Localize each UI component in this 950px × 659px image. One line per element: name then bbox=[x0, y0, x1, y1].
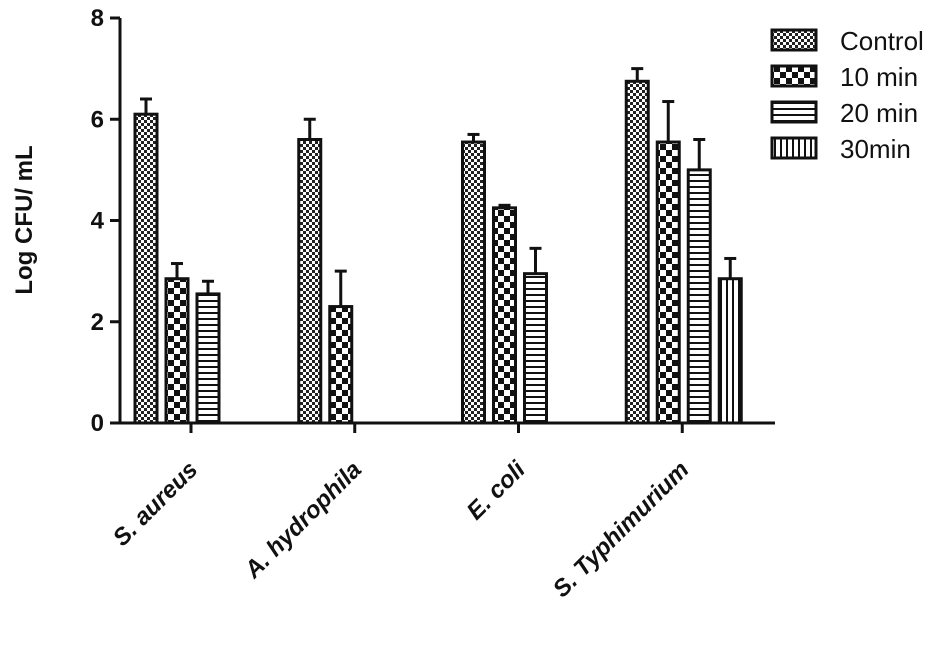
legend-label: 30min bbox=[840, 134, 911, 164]
legend-label: 20 min bbox=[840, 98, 918, 128]
error-bar bbox=[171, 262, 183, 279]
y-tick-label: 0 bbox=[91, 410, 104, 437]
bar bbox=[461, 140, 486, 425]
bar bbox=[195, 292, 221, 425]
error-bar bbox=[662, 100, 675, 143]
x-tick-label: S. aureus bbox=[108, 456, 203, 551]
error-bar bbox=[202, 279, 214, 294]
legend-label: 10 min bbox=[840, 62, 918, 92]
legend-swatch bbox=[770, 64, 818, 88]
bar bbox=[492, 206, 517, 425]
y-tick-label: 4 bbox=[91, 208, 105, 235]
x-tick-label: E. coli bbox=[462, 455, 532, 525]
legend-swatch bbox=[770, 28, 818, 52]
error-bar bbox=[631, 67, 644, 82]
legend-swatch bbox=[770, 100, 818, 124]
x-tick-label: A. hydrophila bbox=[239, 456, 367, 584]
bar bbox=[686, 168, 712, 425]
error-bar bbox=[529, 246, 542, 274]
y-tick-label: 2 bbox=[91, 309, 104, 336]
error-bar bbox=[303, 117, 316, 140]
bar bbox=[655, 140, 681, 425]
y-axis-label: Log CFU/ mL bbox=[11, 145, 38, 294]
bar bbox=[717, 277, 743, 425]
bar bbox=[624, 79, 650, 425]
x-tick-label: S. Typhimurium bbox=[548, 456, 695, 603]
bar bbox=[523, 272, 548, 425]
error-bar bbox=[693, 138, 706, 170]
y-tick-label: 8 bbox=[91, 5, 104, 32]
legend-label: Control bbox=[840, 26, 924, 56]
bar bbox=[328, 305, 354, 425]
bar bbox=[297, 138, 323, 425]
bar bbox=[133, 112, 159, 425]
error-bar bbox=[140, 97, 152, 115]
error-bar bbox=[724, 256, 737, 279]
bar bbox=[164, 277, 190, 425]
error-bar bbox=[334, 269, 347, 307]
y-tick-label: 6 bbox=[91, 106, 104, 133]
legend-swatch bbox=[770, 136, 818, 160]
